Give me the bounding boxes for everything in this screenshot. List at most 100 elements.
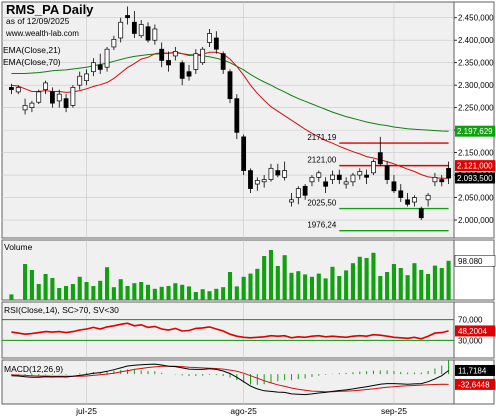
rsi-level-label: 30,000 — [458, 336, 483, 345]
x-axis-label: sep-25 — [381, 406, 407, 416]
signal-tag-text: -32,6448 — [458, 380, 490, 389]
volume-bar — [36, 284, 41, 300]
candle-up — [118, 21, 124, 39]
volume-bar — [296, 271, 301, 300]
x-axis-label: jul-25 — [75, 406, 97, 416]
volume-bar — [364, 258, 369, 300]
volume-bar — [166, 286, 171, 300]
candle-up — [357, 171, 363, 176]
volume-bar — [275, 266, 280, 300]
volume-bar — [111, 287, 116, 300]
candle-up — [432, 176, 438, 183]
volume-bar — [398, 268, 403, 300]
candle-up — [289, 199, 294, 203]
candle-down — [364, 174, 370, 178]
price-tag-bg — [455, 125, 495, 137]
price-tag-text: 2.093,500 — [457, 174, 493, 183]
macd-label: MACD(12,26,9) — [4, 364, 63, 374]
candle-up — [268, 167, 274, 180]
candle-up — [254, 180, 260, 185]
volume-bar — [371, 252, 376, 300]
volume-bar — [125, 286, 130, 300]
price-tag-text: 2.121,000 — [457, 162, 493, 171]
rsi-tag-bg — [455, 325, 495, 337]
candle-down — [248, 170, 253, 189]
price-tick-label: 2.250,000 — [458, 104, 494, 113]
x-axis-label: ago-25 — [230, 406, 257, 416]
candle-layer — [9, 6, 451, 221]
candle-up — [111, 38, 117, 48]
candle-up — [350, 174, 356, 183]
volume-bar — [118, 279, 123, 300]
volume-tag-bg — [454, 255, 496, 267]
volume-bar — [241, 276, 246, 300]
volume-bar — [289, 272, 294, 300]
candle-down — [50, 91, 55, 104]
candle-down — [227, 71, 233, 99]
volume-bar — [405, 275, 410, 300]
volume-bar — [221, 287, 226, 300]
volume-bar — [357, 256, 362, 300]
volume-bar — [98, 280, 103, 300]
candle-up — [412, 197, 417, 203]
volume-bar — [43, 274, 48, 300]
rsi-label: RSI(Close,14), SC>70, SV<30 — [4, 305, 119, 315]
volume-bar — [432, 265, 437, 300]
candle-up — [104, 48, 110, 68]
volume-bar — [412, 263, 417, 300]
candle-down — [391, 181, 397, 192]
price-tick-label: 2.400,000 — [458, 36, 494, 45]
volume-tag-text: 98.080 — [458, 257, 483, 266]
ema21-label: EMA(Close,21) — [3, 45, 61, 55]
candle-down — [275, 170, 281, 176]
chart-subtitle: as of 12/09/2025 — [6, 16, 70, 26]
ema70-label: EMA(Close,70) — [3, 57, 61, 67]
candle-down — [405, 199, 410, 205]
volume-bar — [344, 270, 349, 300]
volume-bar — [145, 284, 151, 300]
candle-down — [336, 174, 342, 180]
volume-bar — [234, 286, 239, 300]
macd-signal-line — [11, 365, 449, 393]
candle-down — [131, 21, 137, 34]
price-tick-label: 2.000,000 — [458, 216, 494, 225]
volume-bar — [227, 272, 233, 300]
volume-bar — [159, 286, 164, 300]
volume-bar — [180, 284, 185, 300]
indicator-layer — [2, 51, 454, 396]
volume-bar — [77, 276, 82, 300]
candle-up — [15, 87, 21, 93]
candle-down — [398, 190, 404, 198]
macd-pane — [1, 359, 455, 405]
volume-bar — [29, 270, 34, 300]
level-label: 2121,00 — [307, 156, 336, 165]
candle-down — [9, 87, 14, 91]
candle-up — [193, 53, 199, 70]
candle-down — [179, 62, 185, 79]
volume-bar — [57, 288, 62, 300]
volume-bar — [9, 294, 14, 300]
volume-bar — [378, 276, 383, 300]
price-pane — [1, 1, 455, 239]
candle-down — [446, 167, 451, 179]
volume-bar — [248, 273, 253, 300]
volume-bar — [309, 276, 315, 300]
candle-down — [384, 165, 390, 180]
price-axis-area — [453, 1, 495, 239]
price-tick-label: 2.150,000 — [458, 149, 494, 158]
volume-bar — [214, 288, 219, 300]
candle-down — [323, 181, 329, 187]
volume-bar — [439, 268, 444, 300]
candle-up — [36, 91, 42, 103]
macd-tag-text: 11,7184 — [458, 366, 487, 375]
ema21-line — [11, 51, 449, 179]
level-label: 1976,24 — [307, 221, 336, 230]
candle-down — [220, 53, 226, 70]
candle-up — [309, 176, 315, 183]
price-tag-bg — [455, 160, 495, 172]
volume-bar — [262, 256, 267, 300]
candle-up — [316, 172, 322, 178]
volume-bar — [200, 289, 205, 300]
candle-up — [22, 105, 28, 111]
